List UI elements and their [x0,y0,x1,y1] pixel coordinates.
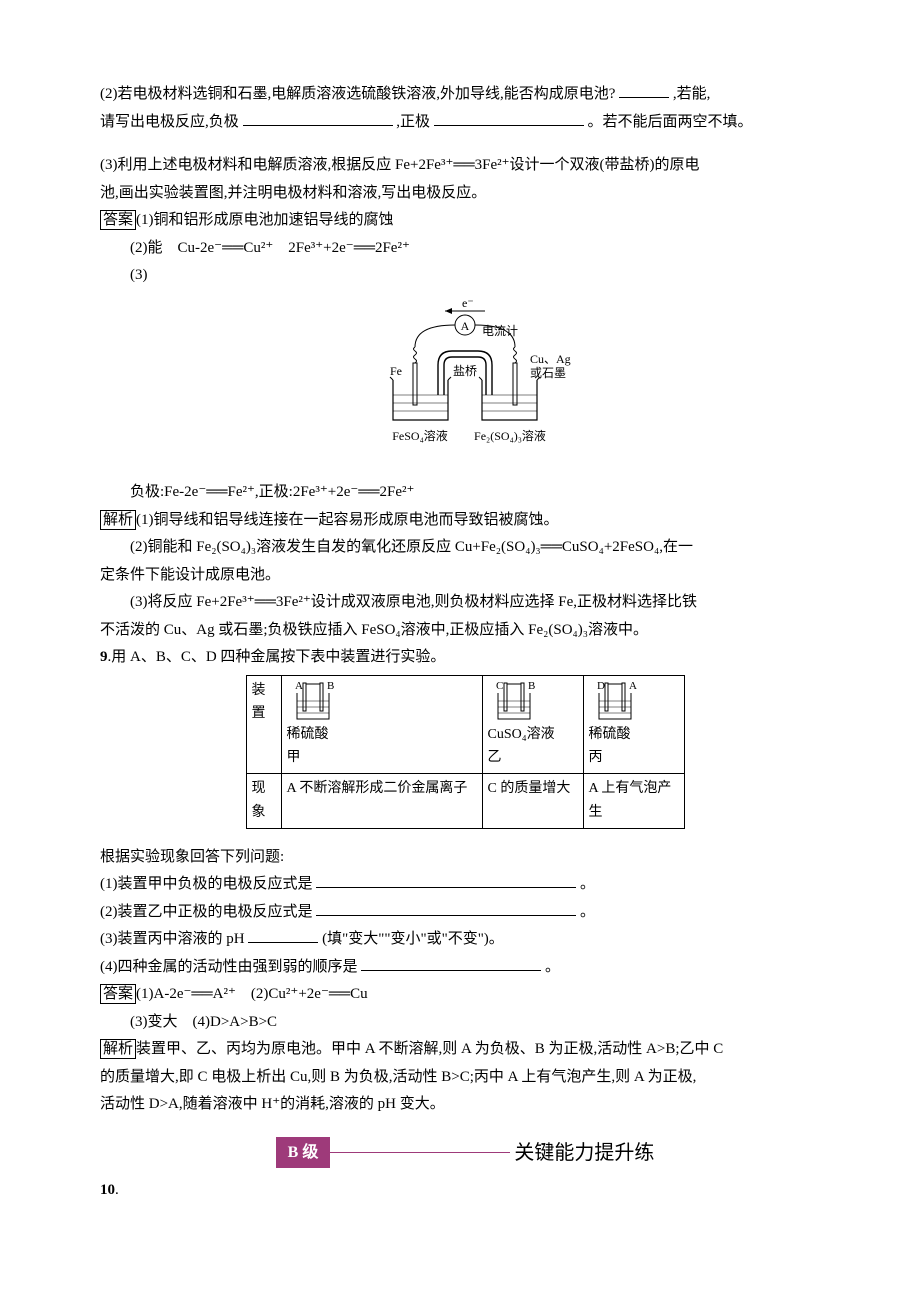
q9-sub4: (4)四种金属的活动性由强到弱的顺序是 。 [100,955,830,981]
answer-label-9: 答案 [100,984,136,1004]
blank-q2-1[interactable] [619,82,669,98]
salt-bridge-label: 盐桥 [453,364,477,378]
q9-sub3: (3)装置丙中溶液的 pH (填"变大""变小"或"不变")。 [100,927,830,953]
exp-3b: 不活泼的 Cu、Ag 或石墨;负极铁应插入 FeSO₄溶液中,正极应插入 Fe₂… [100,618,830,644]
svg-text:A: A [295,680,303,692]
tbl-cell-yi: C B CuSO₄溶液 乙 [482,675,583,774]
tbl-ph1: A 不断溶解形成二价金属离子 [281,774,482,829]
diagram-svg: e⁻ A 电流计 Fe Cu、Ag 或石墨 盐桥 Fe [330,295,600,465]
q2-line1: (2)若电极材料选铜和石墨,电解质溶液选硫酸铁溶液,外加导线,能否构成原电池? … [100,82,830,108]
ans-1: (1)铜和铝形成原电池加速铝导线的腐蚀 [136,212,394,228]
svg-text:B: B [327,680,334,692]
cell3-name: 丙 [589,746,679,770]
q9-after: 根据实验现象回答下列问题: [100,845,830,871]
tbl-cell-bing: D A 稀硫酸 丙 [583,675,684,774]
svg-text:D: D [597,680,605,692]
q2-text-1: (2)若电极材料选铜和石墨,电解质溶液选硫酸铁溶液,外加导线,能否构成原电池? [100,86,615,102]
q3-line1: (3)利用上述电极材料和电解质溶液,根据反应 Fe+2Fe³⁺══3Fe²⁺设计… [100,153,830,179]
cell1-sol: 稀硫酸 [287,723,477,747]
ans9-block: 答案(1)A-2e⁻══A²⁺ (2)Cu²⁺+2e⁻══Cu [100,982,830,1008]
q2-text-2b: ,正极 [396,114,430,130]
tbl-r2c0: 现象 [246,774,281,829]
electrode-reactions: 负极:Fe-2e⁻══Fe²⁺,正极:2Fe³⁺+2e⁻══2Fe²⁺ [100,480,830,506]
blank-q9-2[interactable] [316,900,576,916]
exp9-l3: 活动性 D>A,随着溶液中 H⁺的消耗,溶液的 pH 变大。 [100,1092,830,1118]
right-electrode-label-1: Cu、Ag [530,352,571,366]
q9-intro: 9.用 A、B、C、D 四种金属按下表中装置进行实验。 [100,645,830,671]
q10: 10. [100,1178,830,1204]
q9-sub1b: 。 [580,876,595,892]
beaker-icon-3: D A [589,679,645,723]
blank-q9-3[interactable] [248,927,318,943]
q9-sub1a: (1)装置甲中负极的电极反应式是 [100,876,313,892]
b-level-badge: B 级 [276,1137,331,1168]
q3-line2: 池,画出实验装置图,并注明电极材料和溶液,写出电极反应。 [100,181,830,207]
ans9-a: (1)A-2e⁻══A²⁺ (2)Cu²⁺+2e⁻══Cu [136,986,368,1002]
q9-sub3b: (填"变大""变小"或"不变")。 [322,931,504,947]
q9-number: 9 [100,649,108,665]
beaker-icon-1: A B [287,679,343,723]
q2-line2: 请写出电极反应,负极 ,正极 。若不能后面两空不填。 [100,110,830,136]
section-b-title: 关键能力提升练 [514,1136,654,1170]
exp-3: (3)将反应 Fe+2Fe³⁺══3Fe²⁺设计成双液原电池,则负极材料应选择 … [100,590,830,616]
tbl-ph3: A 上有气泡产生 [583,774,684,829]
exp-2b: 定条件下能设计成原电池。 [100,563,830,589]
svg-text:B: B [528,680,535,692]
q9-sub3a: (3)装置丙中溶液的 pH [100,931,245,947]
cell2-sol: CuSO₄溶液 [488,723,578,747]
right-solution-label: Fe₂(SO₄)₃溶液 [474,428,546,443]
left-electrode-label: Fe [390,364,402,378]
experiment-table: 装置 A B 稀硫酸 甲 C B [246,675,685,829]
tbl-ph2: C 的质量增大 [482,774,583,829]
q9-sub4a: (4)四种金属的活动性由强到弱的顺序是 [100,959,358,975]
exp9-l1: 装置甲、乙、丙均为原电池。甲中 A 不断溶解,则 A 为负极、B 为正极,活动性… [136,1041,723,1057]
q2-text-1b: ,若能, [673,86,711,102]
beaker-icon-2: C B [488,679,544,723]
explanation-block: 解析(1)铜导线和铝导线连接在一起容易形成原电池而导致铝被腐蚀。 [100,508,830,534]
svg-text:C: C [496,680,503,692]
q9-sub4b: 。 [545,959,560,975]
ans9-b: (3)变大 (4)D>A>B>C [100,1010,830,1036]
answer-label: 答案 [100,210,136,230]
explanation-label: 解析 [100,510,136,530]
salt-bridge-diagram: e⁻ A 电流计 Fe Cu、Ag 或石墨 盐桥 Fe [100,295,830,475]
exp-2: (2)铜能和 Fe₂(SO₄)₃溶液发生自发的氧化还原反应 Cu+Fe₂(SO₄… [100,535,830,561]
answer-block: 答案(1)铜和铝形成原电池加速铝导线的腐蚀 [100,208,830,234]
cell2-name: 乙 [488,746,578,770]
q10-number: 10 [100,1182,115,1198]
q9-sub2: (2)装置乙中正极的电极反应式是 。 [100,900,830,926]
exp9-l2: 的质量增大,即 C 电极上析出 Cu,则 B 为负极,活动性 B>C;丙中 A … [100,1065,830,1091]
svg-text:A: A [629,680,637,692]
q2-text-2c: 。若不能后面两空不填。 [588,114,753,130]
q9-sub1: (1)装置甲中负极的电极反应式是 。 [100,872,830,898]
left-solution-label: FeSO₄溶液 [392,428,448,443]
q9-sub2a: (2)装置乙中正极的电极反应式是 [100,904,313,920]
blank-q9-1[interactable] [316,872,576,888]
b-line [330,1152,510,1153]
ammeter-symbol: A [461,319,470,333]
cell1-name: 甲 [287,746,477,770]
q2-text-2a: 请写出电极反应,负极 [100,114,239,130]
blank-q2-neg[interactable] [243,110,393,126]
section-b-header: B 级 关键能力提升练 [100,1136,830,1170]
blank-q2-pos[interactable] [434,110,584,126]
cell3-sol: 稀硫酸 [589,723,679,747]
ans-2: (2)能 Cu-2e⁻══Cu²⁺ 2Fe³⁺+2e⁻══2Fe²⁺ [100,236,830,262]
exp-1: (1)铜导线和铝导线连接在一起容易形成原电池而导致铝被腐蚀。 [136,512,559,528]
tbl-cell-jia: A B 稀硫酸 甲 [281,675,482,774]
q9-sub2b: 。 [580,904,595,920]
explanation-label-9: 解析 [100,1039,136,1059]
right-electrode-label-2: 或石墨 [530,366,566,380]
blank-q9-4[interactable] [361,955,541,971]
electron-label: e⁻ [462,296,474,310]
q9-intro-text: 用 A、B、C、D 四种金属按下表中装置进行实验。 [111,649,445,665]
tbl-r1c0: 装置 [246,675,281,774]
exp9-block: 解析装置甲、乙、丙均为原电池。甲中 A 不断溶解,则 A 为负极、B 为正极,活… [100,1037,830,1063]
ans-3: (3) [100,263,830,289]
